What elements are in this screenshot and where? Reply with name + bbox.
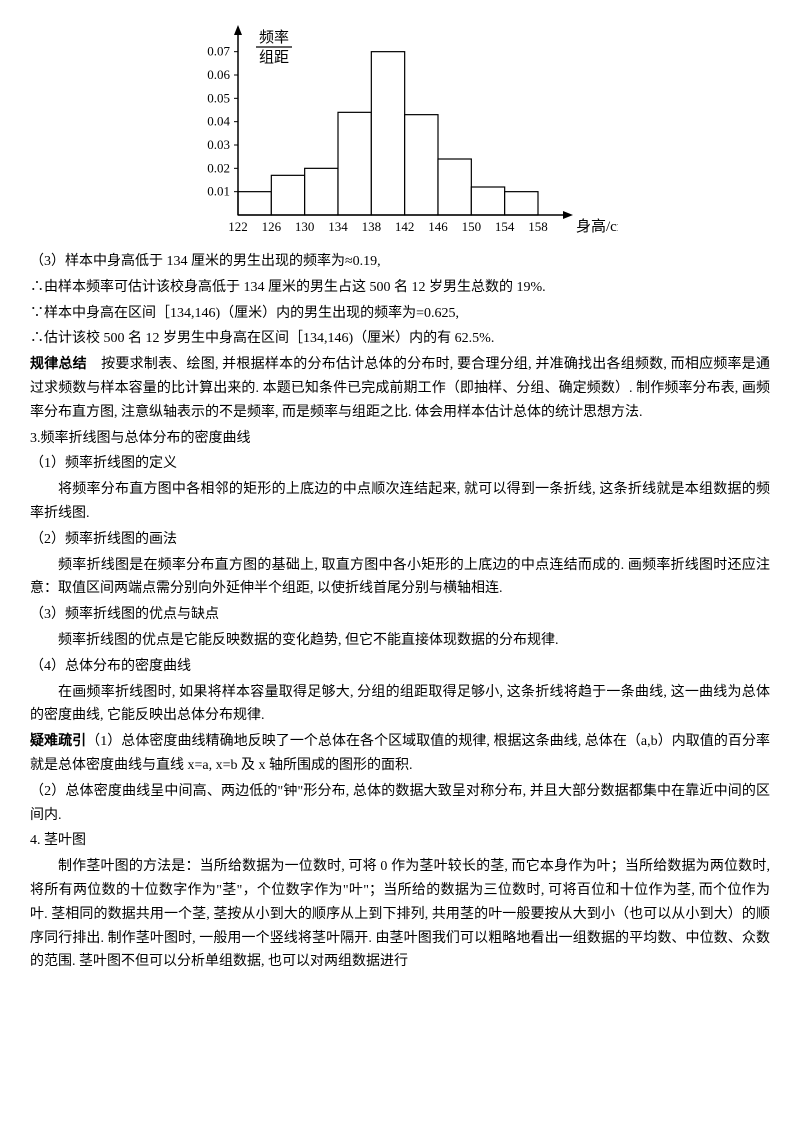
rule-label: 规律总结	[30, 357, 87, 372]
svg-text:0.01: 0.01	[207, 184, 230, 199]
para-3a: ∴由样本频率可估计该校身高低于 134 厘米的男生占这 500 名 12 岁男生…	[30, 276, 770, 300]
svg-text:0.06: 0.06	[207, 67, 230, 82]
svg-text:138: 138	[361, 219, 381, 234]
svg-text:130: 130	[294, 219, 314, 234]
svg-text:组距: 组距	[258, 49, 288, 66]
svg-text:126: 126	[261, 219, 281, 234]
rule-text: 按要求制表、绘图, 并根据样本的分布估计总体的分布时, 要合理分组, 并准确找出…	[30, 357, 770, 420]
s3-2-body: 频率折线图是在频率分布直方图的基础上, 取直方图中各小矩形的上底边的中点连结而成…	[30, 554, 770, 602]
svg-text:146: 146	[428, 219, 448, 234]
s3-title: 3.频率折线图与总体分布的密度曲线	[30, 427, 770, 451]
svg-text:0.05: 0.05	[207, 90, 230, 105]
doubt-label: 疑难疏引	[30, 734, 86, 749]
svg-text:0.03: 0.03	[207, 137, 230, 152]
histogram-chart: 0.01 0.02 0.03 0.04 0.05 0.06 0.07 122 126 130 134…	[30, 20, 770, 240]
para-3b: ∵样本中身高在区间［134,146)（厘米）内的男生出现的频率为=0.625,	[30, 302, 770, 326]
s4-title: 4. 茎叶图	[30, 829, 770, 853]
para-3c: ∴估计该校 500 名 12 岁男生中身高在区间［134,146)（厘米）内的有…	[30, 327, 770, 351]
s3-3-title: （3）频率折线图的优点与缺点	[30, 603, 770, 627]
svg-text:142: 142	[394, 219, 414, 234]
svg-text:150: 150	[461, 219, 481, 234]
svg-text:身高/cm: 身高/cm	[576, 218, 618, 235]
s3-3-body: 频率折线图的优点是它能反映数据的变化趋势, 但它不能直接体现数据的分布规律.	[30, 629, 770, 653]
s3-1-title: （1）频率折线图的定义	[30, 452, 770, 476]
svg-text:0.02: 0.02	[207, 160, 230, 175]
doubt-para: 疑难疏引（1）总体密度曲线精确地反映了一个总体在各个区域取值的规律, 根据这条曲…	[30, 730, 770, 778]
svg-text:154: 154	[494, 219, 514, 234]
svg-text:122: 122	[228, 219, 248, 234]
s3-2-title: （2）频率折线图的画法	[30, 528, 770, 552]
svg-text:158: 158	[528, 219, 548, 234]
svg-text:134: 134	[328, 219, 348, 234]
s3-1-body: 将频率分布直方图中各相邻的矩形的上底边的中点顺次连结起来, 就可以得到一条折线,…	[30, 478, 770, 526]
doubt-1: （1）总体密度曲线精确地反映了一个总体在各个区域取值的规律, 根据这条曲线, 总…	[30, 734, 770, 773]
s3-4-title: （4）总体分布的密度曲线	[30, 655, 770, 679]
s4-body: 制作茎叶图的方法是：当所给数据为一位数时, 可将 0 作为茎叶较长的茎, 而它本…	[30, 855, 770, 974]
svg-text:0.04: 0.04	[207, 114, 230, 129]
para-3: （3）样本中身高低于 134 厘米的男生出现的频率为≈0.19,	[30, 250, 770, 274]
rule-summary: 规律总结 按要求制表、绘图, 并根据样本的分布估计总体的分布时, 要合理分组, …	[30, 353, 770, 424]
doubt-2: （2）总体密度曲线呈中间高、两边低的"钟"形分布, 总体的数据大致呈对称分布, …	[30, 780, 770, 828]
svg-text:频率: 频率	[258, 29, 288, 46]
s3-4-body: 在画频率折线图时, 如果将样本容量取得足够大, 分组的组距取得足够小, 这条折线…	[30, 681, 770, 729]
svg-text:0.07: 0.07	[207, 44, 230, 59]
